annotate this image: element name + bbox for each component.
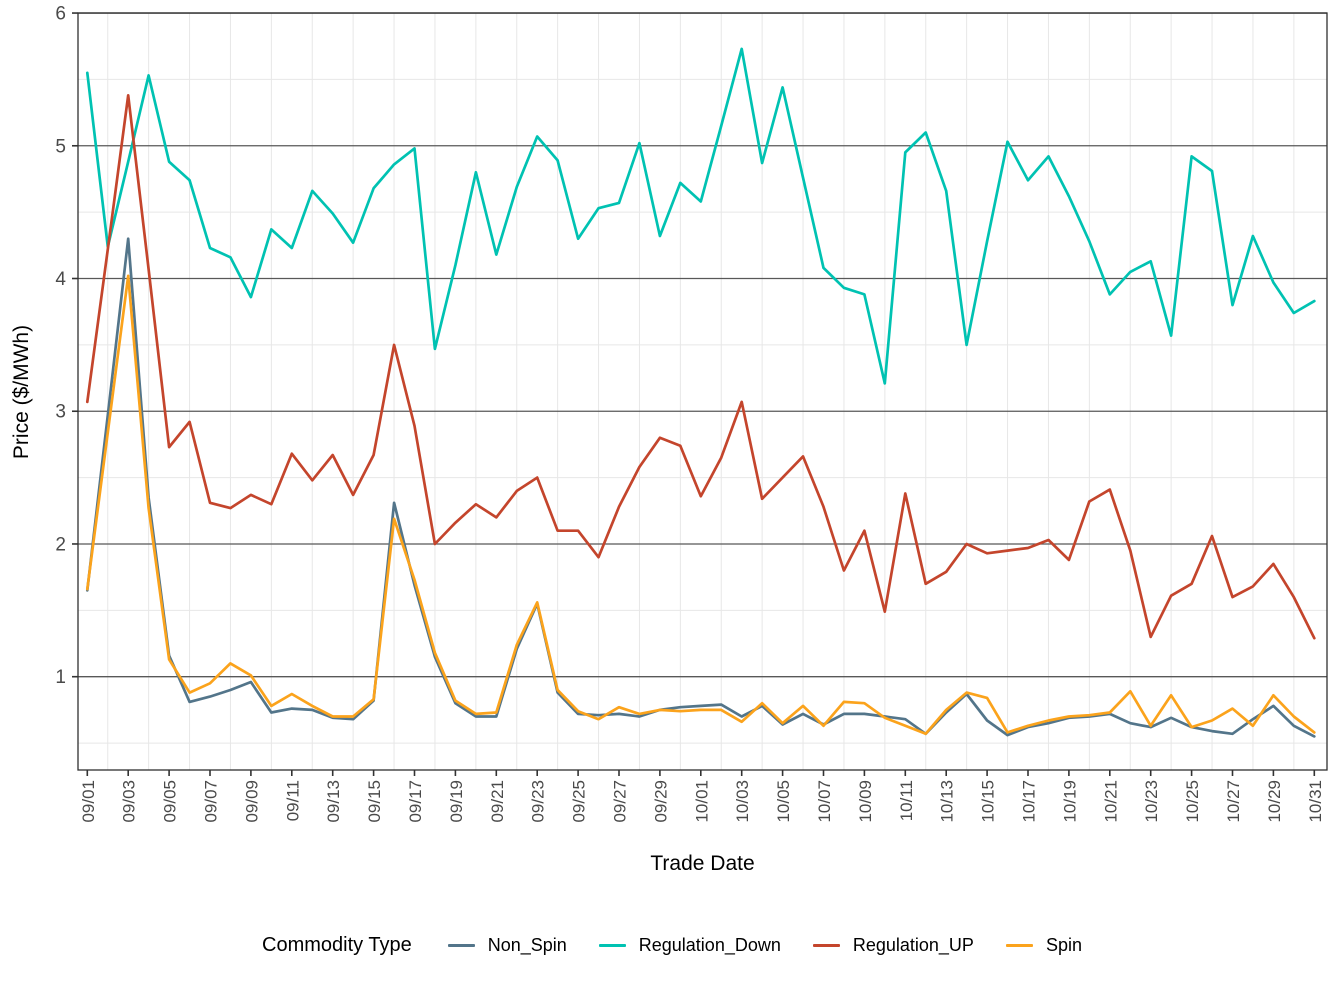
- x-tick-label: 09/13: [324, 780, 343, 823]
- legend-title: Commodity Type: [262, 934, 412, 956]
- x-tick-label: 10/31: [1306, 780, 1325, 823]
- x-tick-label: 10/07: [815, 780, 834, 823]
- y-tick-label: 4: [55, 269, 66, 290]
- series-line-Regulation_UP: [85, 93, 1316, 640]
- legend-label-Regulation_UP: Regulation_UP: [852, 935, 974, 955]
- x-tick-label: 10/17: [1020, 780, 1039, 823]
- x-tick-label: 09/21: [488, 780, 507, 823]
- x-tick-label: 09/11: [283, 780, 302, 821]
- x-tick-label: 10/29: [1265, 780, 1284, 823]
- x-tick-label: 09/09: [242, 780, 261, 823]
- x-tick-label: 10/03: [733, 780, 752, 823]
- legend-label-Regulation_Down: Regulation_Down: [638, 935, 781, 955]
- x-tick-label: 10/19: [1060, 780, 1079, 823]
- legend-item-Regulation_UP: Regulation_UP: [812, 935, 974, 956]
- legend-item-Spin: Spin: [1005, 935, 1082, 956]
- legend: Commodity Type Non_Spin Regulation_Down Re…: [0, 934, 1344, 957]
- x-tick-label: 10/21: [1101, 780, 1120, 823]
- x-tick-label: 10/25: [1183, 780, 1202, 823]
- x-tick-label: 10/11: [897, 780, 916, 821]
- x-tick-label: 09/19: [447, 780, 466, 823]
- x-tick-label: 09/15: [365, 780, 384, 823]
- series-line-Regulation_Down: [85, 47, 1316, 385]
- x-tick-label: 10/05: [774, 780, 793, 823]
- legend-swatch-Non_Spin: [447, 944, 475, 947]
- legend-swatch-Regulation_Down: [598, 944, 626, 947]
- x-tick-label: 10/09: [856, 780, 875, 823]
- x-tick-label: 10/27: [1224, 780, 1243, 823]
- y-tick-label: 6: [55, 4, 66, 25]
- series-line-Spin: [85, 274, 1316, 736]
- y-tick-label: 3: [55, 402, 66, 423]
- legend-item-Non_Spin: Non_Spin: [447, 935, 567, 956]
- x-tick-label: 09/03: [120, 780, 139, 823]
- x-tick-label: 10/23: [1142, 780, 1161, 823]
- panel-border: [77, 12, 1328, 771]
- x-tick-label: 10/15: [979, 780, 998, 823]
- y-tick-label: 1: [55, 667, 66, 688]
- x-tick-label: 10/01: [692, 780, 711, 823]
- x-tick-label: 09/05: [161, 780, 180, 823]
- legend-swatch-Spin: [1005, 944, 1033, 947]
- x-tick-label: 09/27: [611, 780, 630, 823]
- x-tick-label: 09/29: [651, 780, 670, 823]
- legend-label-Non_Spin: Non_Spin: [487, 935, 567, 955]
- x-tick-label: 09/01: [79, 780, 98, 823]
- price-chart-svg: 1 2 3 4 5 6 09/01 09/03 09/05 09/07 09/09 09/11 09/1…: [55, 4, 1328, 823]
- x-tick-label: 09/23: [529, 780, 548, 823]
- legend-label-Spin: Spin: [1045, 935, 1082, 955]
- series-line-Non_Spin: [85, 237, 1316, 738]
- x-axis-title: Trade Date: [650, 852, 755, 875]
- legend-item-Regulation_Down: Regulation_Down: [598, 935, 781, 956]
- y-tick-label: 5: [55, 136, 66, 157]
- y-axis-title: Price ($/MWh): [10, 324, 33, 460]
- x-tick-label: 09/07: [202, 780, 221, 823]
- legend-swatch-Regulation_UP: [812, 944, 840, 947]
- x-tick-label: 09/25: [570, 780, 589, 823]
- x-tick-label: 09/17: [406, 780, 425, 823]
- y-tick-label: 2: [55, 534, 66, 555]
- x-tick-label: 10/13: [938, 780, 957, 823]
